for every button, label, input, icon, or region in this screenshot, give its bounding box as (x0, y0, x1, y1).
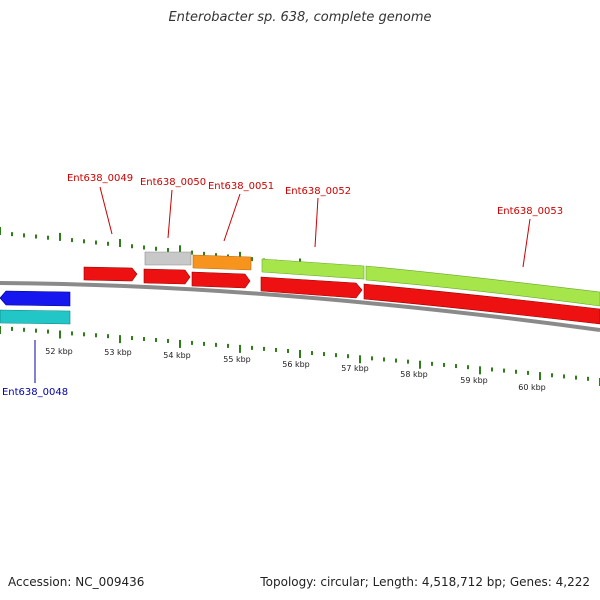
leader-0049 (99, 186, 113, 235)
feature-0048-track2[interactable] (0, 309, 71, 325)
gene-arrow-0051[interactable] (191, 271, 251, 289)
scale-label: 59 kbp (460, 376, 488, 385)
scale-label: 56 kbp (282, 360, 310, 369)
scale-label: 52 kbp (45, 347, 73, 356)
scale-label: 55 kbp (223, 355, 251, 364)
scale-label: 57 kbp (341, 364, 369, 373)
leader-0053 (522, 218, 531, 268)
gene-label-0048[interactable]: Ent638_0048 (2, 387, 68, 398)
scale-label: 58 kbp (400, 370, 428, 379)
map-title: Enterobacter sp. 638, complete genome (168, 10, 432, 25)
gene-label-0050[interactable]: Ent638_0050 (140, 177, 206, 188)
gene-arrow-0053[interactable] (363, 283, 600, 325)
gene-arrow-0052[interactable] (260, 276, 363, 299)
leader-0051 (223, 193, 241, 242)
scale-label: 60 kbp (518, 383, 546, 392)
gene-arrow-0050[interactable] (143, 268, 191, 285)
scale-labels: 52 kbp 53 kbp 54 kbp 55 kbp 56 kbp 57 kb… (45, 347, 546, 392)
gene-label-0053[interactable]: Ent638_0053 (497, 206, 563, 217)
gene-label-0051[interactable]: Ent638_0051 (208, 181, 274, 192)
genome-stats-label: Topology: circular; Length: 4,518,712 bp… (260, 575, 590, 589)
gene-label-0049[interactable]: Ent638_0049 (67, 173, 133, 184)
genome-backbone (0, 281, 600, 332)
accession-label: Accession: NC_009436 (8, 575, 145, 589)
inner-tick-ring (0, 326, 600, 386)
scale-label: 54 kbp (163, 351, 191, 360)
feature-0050-track2[interactable] (144, 251, 192, 266)
feature-0052-track2[interactable] (261, 258, 365, 280)
gene-arrow-0048[interactable] (0, 290, 71, 307)
leader-0050 (167, 189, 173, 239)
leader-0052 (314, 197, 319, 248)
feature-0051-track2[interactable] (192, 254, 252, 271)
feature-0053-track2[interactable] (365, 265, 600, 307)
scale-label: 53 kbp (104, 348, 132, 357)
gene-arrow-0049[interactable] (83, 266, 138, 282)
gene-label-0052[interactable]: Ent638_0052 (285, 186, 351, 197)
